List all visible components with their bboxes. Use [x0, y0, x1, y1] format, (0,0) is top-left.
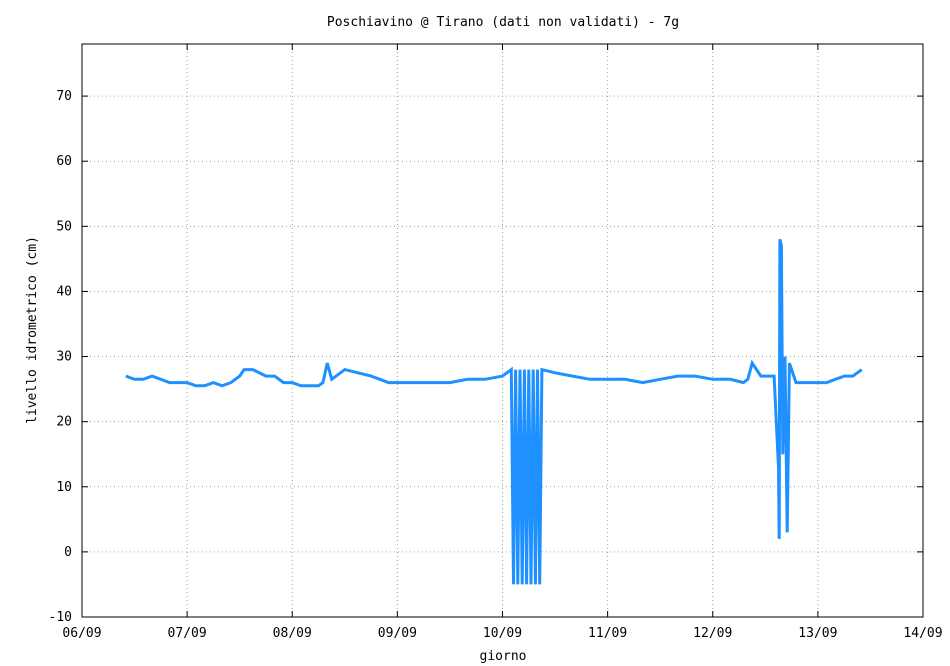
series-line-livello — [125, 238, 863, 585]
x-tick-label: 07/09 — [168, 626, 207, 641]
x-tick-label: 10/09 — [483, 626, 522, 641]
x-tick-label: 12/09 — [693, 626, 732, 641]
x-tick-label: 06/09 — [62, 626, 101, 641]
y-axis-ticks: -10 0 10 20 30 40 50 60 70 — [49, 89, 923, 625]
chart-title: Poschiavino @ Tirano (dati non validati)… — [327, 15, 679, 30]
y-tick-label: 30 — [56, 350, 72, 365]
y-tick-label: 0 — [64, 545, 72, 560]
x-axis-ticks: 06/09 07/09 08/09 09/09 10/09 11/09 12/09 13/09… — [62, 44, 943, 641]
grid-lines — [82, 44, 923, 617]
plot-frame — [81, 43, 924, 618]
y-tick-label: 20 — [56, 415, 72, 430]
y-tick-label: 60 — [56, 154, 72, 169]
x-tick-label: 14/09 — [903, 626, 942, 641]
y-tick-label: 50 — [56, 219, 72, 234]
y-tick-label: 70 — [56, 89, 72, 104]
x-tick-label: 08/09 — [273, 626, 312, 641]
x-axis-label: giorno — [480, 649, 527, 664]
y-axis-label: livello idrometrico (cm) — [25, 236, 40, 424]
y-tick-label: 40 — [56, 284, 72, 299]
y-tick-label: -10 — [49, 610, 72, 625]
x-tick-label: 13/09 — [798, 626, 837, 641]
y-tick-label: 10 — [56, 480, 72, 495]
x-tick-label: 09/09 — [378, 626, 417, 641]
x-tick-label: 11/09 — [588, 626, 627, 641]
